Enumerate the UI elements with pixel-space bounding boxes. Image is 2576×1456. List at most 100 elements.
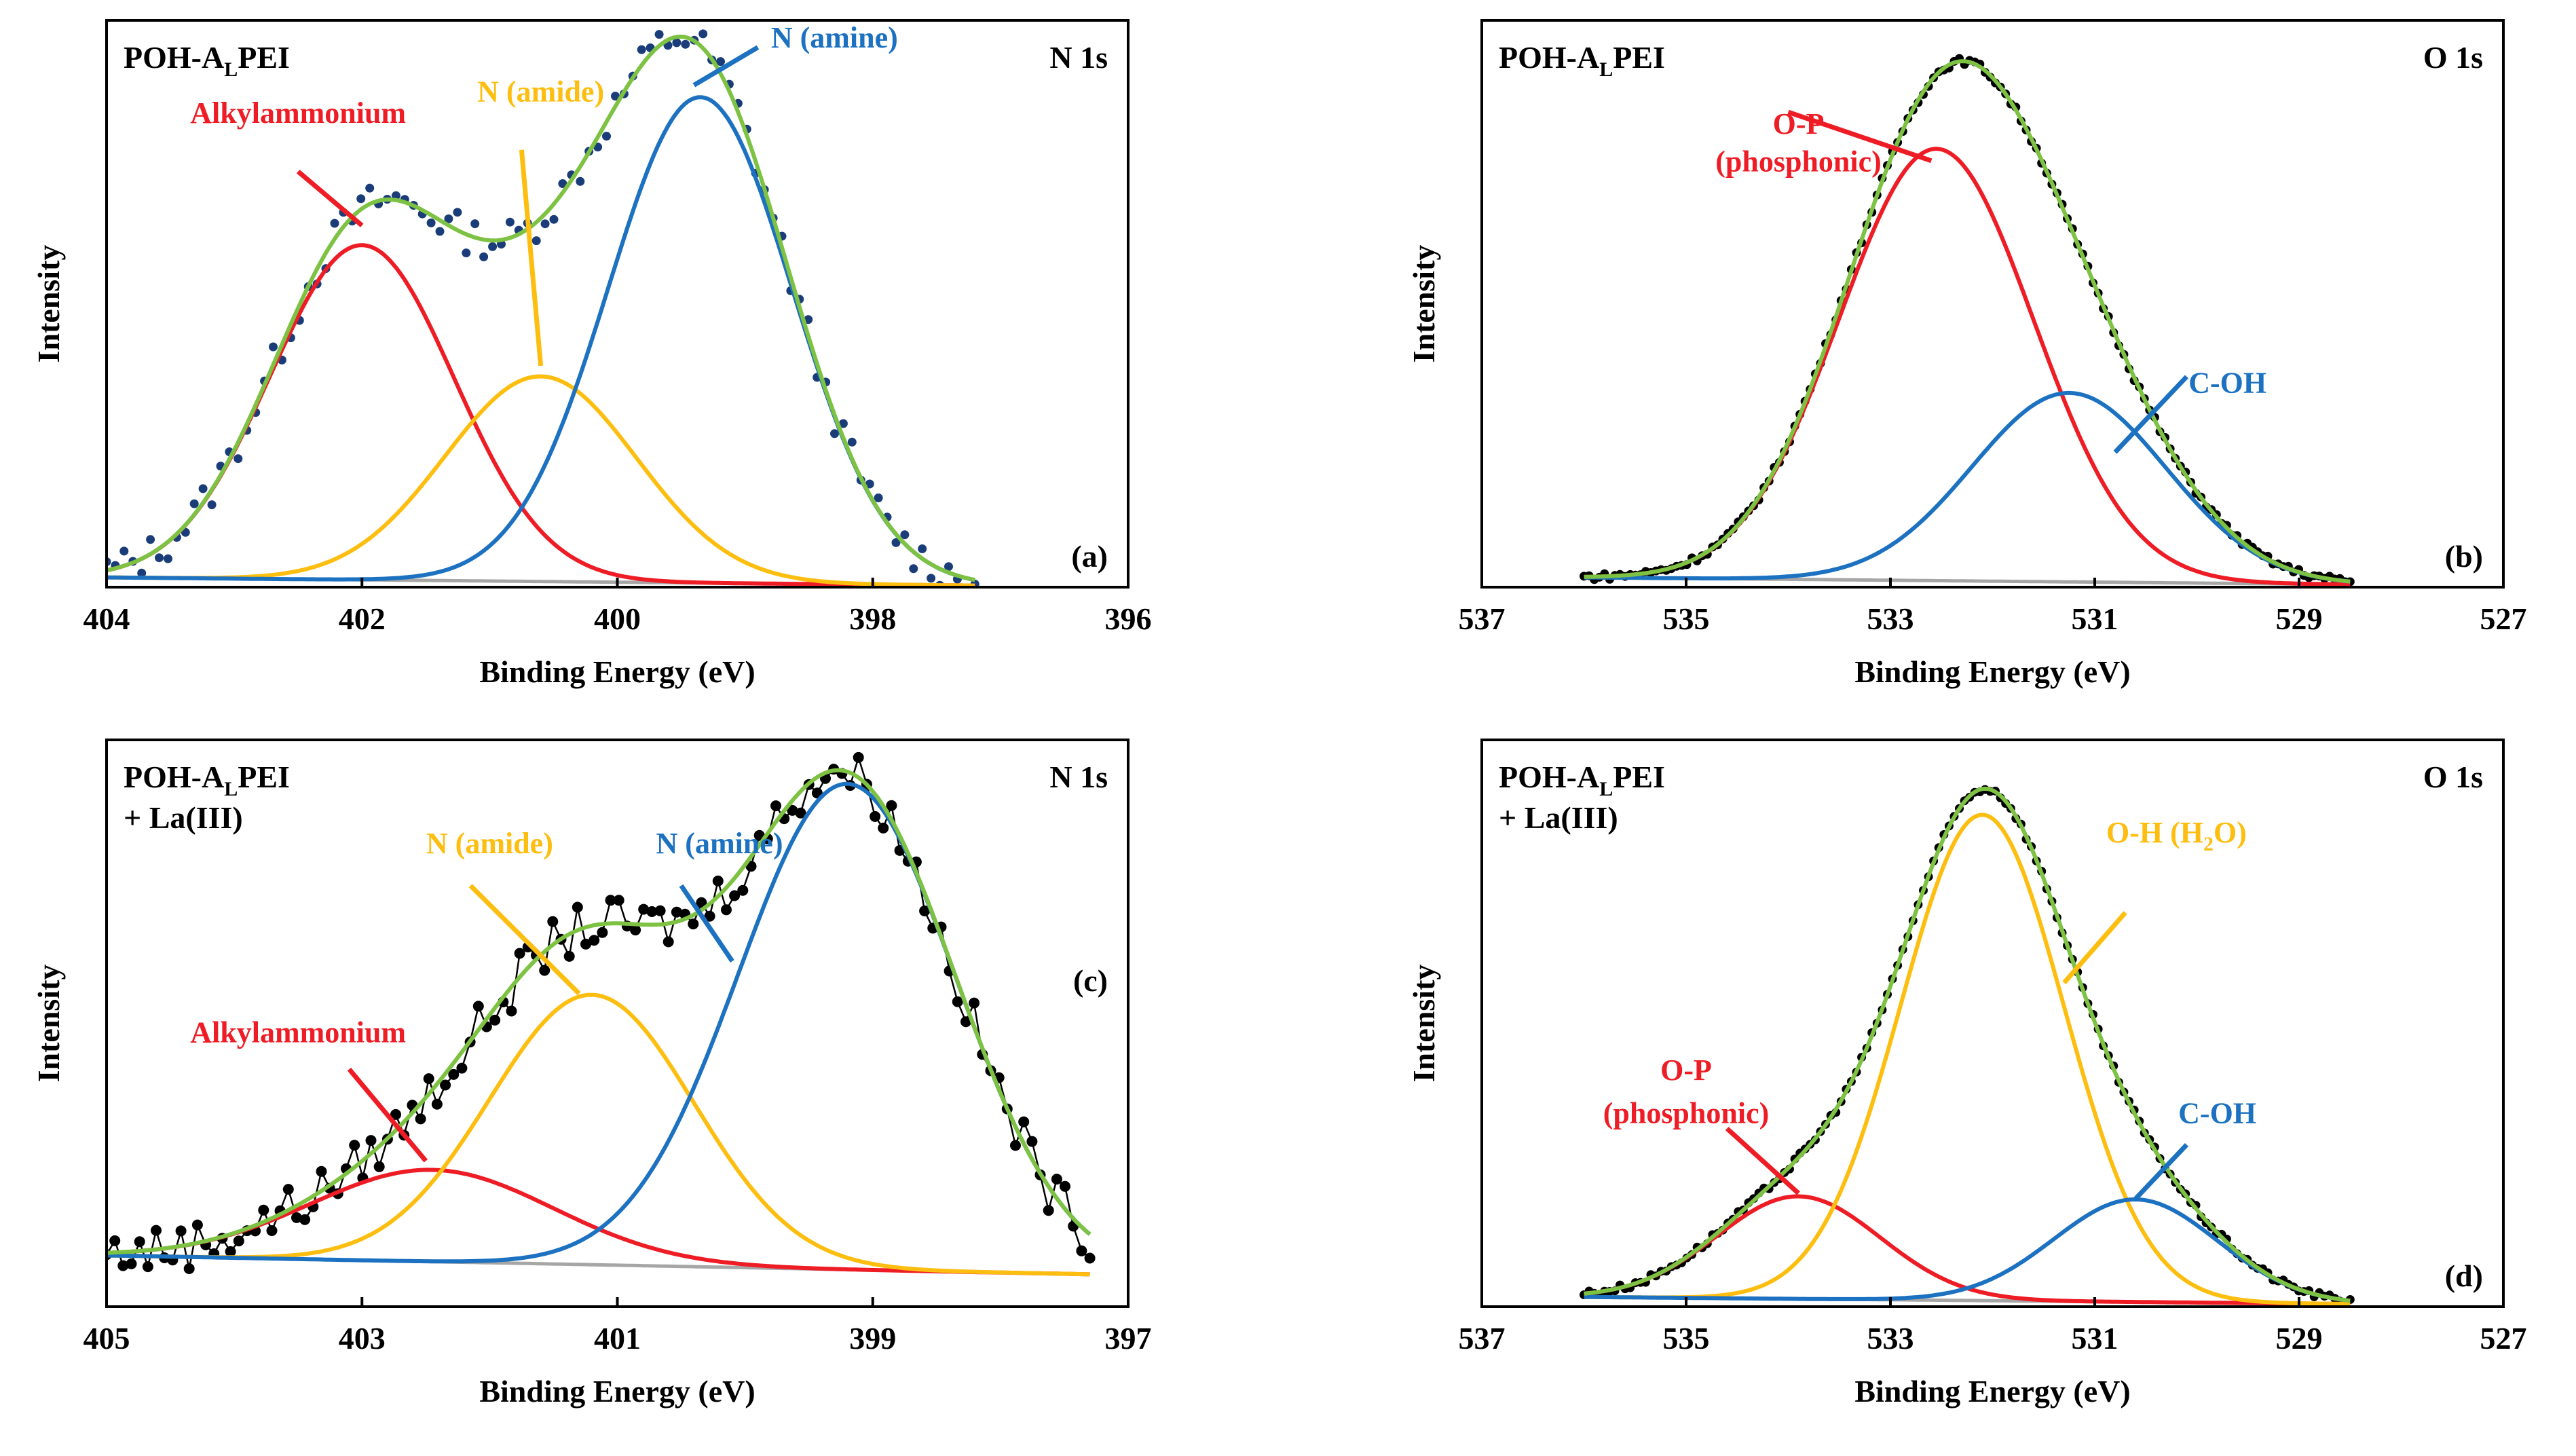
- data-point: [847, 437, 857, 447]
- data-point: [431, 1098, 443, 1110]
- data-point: [426, 218, 436, 227]
- data-point: [119, 546, 129, 556]
- annotation-label: N (amide): [426, 827, 553, 860]
- panel-d: O-P (phosphonic) O-H (H2O) C-OH 537 535 533 531…: [1406, 739, 2527, 1408]
- x-tick-label: 531: [2072, 601, 2118, 636]
- sample-label: POH-ALPEI: [1499, 40, 1665, 81]
- x-axis-label: Binding Energy (eV): [479, 654, 755, 689]
- data-point: [563, 950, 575, 962]
- x-tick-label: 527: [2480, 601, 2527, 636]
- annotation-pointer: [1787, 109, 1933, 164]
- data-point: [795, 807, 806, 819]
- plot-area-d: [1580, 785, 2355, 1307]
- data-point: [1076, 1245, 1087, 1256]
- data-point: [962, 589, 971, 597]
- plot-frame: [1480, 739, 2505, 1308]
- x-tick-label: 404: [83, 601, 130, 636]
- annotation-pointer: [2062, 911, 2127, 985]
- annotation-label: N (amide): [477, 75, 604, 108]
- data-point: [472, 1001, 484, 1012]
- data-point: [175, 1225, 187, 1237]
- data-point: [944, 562, 953, 572]
- x-tick-label: 405: [83, 1321, 130, 1356]
- annotation-label: N (amine): [771, 21, 898, 54]
- annotation-label: Alkylammonium: [190, 96, 406, 130]
- data-point: [547, 916, 559, 927]
- data-point: [1060, 1180, 1070, 1192]
- data-point: [155, 553, 164, 563]
- data-point: [549, 214, 559, 224]
- sample-label: POH-ALPEI: [124, 40, 290, 81]
- data-point: [716, 57, 725, 67]
- panel-c: Alkylammonium N (amide) N (amine) 405 403 401…: [31, 739, 1152, 1408]
- data-point: [506, 1005, 517, 1017]
- x-axis-label: Binding Energy (eV): [1854, 1374, 2130, 1408]
- data-point: [151, 1225, 162, 1236]
- data-point: [489, 1014, 501, 1026]
- data-point: [891, 538, 901, 547]
- data-point: [671, 906, 682, 918]
- annotation-label: O-P: [1660, 1053, 1712, 1087]
- data-point: [646, 906, 658, 917]
- data-point: [704, 910, 715, 922]
- y-axis-label: Intensity: [31, 965, 66, 1083]
- data-point: [580, 938, 591, 950]
- data-point: [146, 535, 155, 544]
- data-point: [787, 804, 798, 816]
- data-point: [134, 1236, 145, 1248]
- annotation-label: (phosphonic): [1715, 145, 1882, 179]
- data-point: [365, 183, 375, 193]
- data-point: [662, 936, 674, 948]
- data-point: [558, 179, 567, 188]
- x-tick-label: 398: [849, 601, 896, 636]
- y-axis-label: Intensity: [31, 245, 66, 363]
- x-tick-label: 396: [1105, 601, 1152, 636]
- data-point: [874, 493, 883, 502]
- data-point: [453, 208, 462, 217]
- panel-label: (a): [1071, 539, 1108, 574]
- data-point: [830, 429, 839, 438]
- data-point: [1026, 1136, 1038, 1147]
- sample-label-line2: + La(III): [1499, 800, 1618, 835]
- panel-label: (d): [2445, 1258, 2483, 1293]
- data-point: [540, 219, 550, 229]
- annotation-label: C-OH: [2178, 1097, 2256, 1130]
- data-point: [198, 484, 208, 493]
- x-tick-label: 533: [1867, 601, 1914, 636]
- x-tick-label: 535: [1663, 601, 1710, 636]
- peak-blue-a: [107, 95, 975, 582]
- data-point: [688, 918, 699, 930]
- raw-data-line-c: [107, 754, 1091, 1270]
- data-point: [299, 1214, 311, 1225]
- data-point: [672, 38, 682, 48]
- x-tick-label: 527: [2480, 1321, 2527, 1356]
- data-point: [878, 822, 889, 834]
- data-point: [456, 1062, 468, 1074]
- data-point: [349, 1140, 360, 1151]
- peak-red-a: [107, 243, 975, 587]
- data-point: [225, 1246, 236, 1257]
- annotation-label: O-H (H2O): [2106, 816, 2247, 855]
- annotation-pointer: [1725, 1126, 1800, 1195]
- data-point: [462, 248, 471, 258]
- annotation-label: C-OH: [2188, 367, 2266, 400]
- region-label: N 1s: [1049, 760, 1108, 794]
- data-point: [638, 903, 650, 915]
- y-axis-label: Intensity: [1406, 965, 1441, 1083]
- annotation-pointer: [519, 149, 544, 367]
- data-point: [637, 45, 646, 54]
- y-axis-label: Intensity: [1406, 245, 1441, 363]
- envelope-d: [1584, 786, 2351, 1303]
- data-point: [597, 927, 608, 938]
- data-point: [927, 574, 936, 583]
- data-point: [390, 1108, 401, 1120]
- panel-label: (c): [1073, 963, 1108, 998]
- plot-frame: [1480, 19, 2505, 589]
- annotation-label: O-P: [1773, 107, 1825, 141]
- data-point: [291, 1212, 302, 1223]
- data-point: [356, 194, 366, 204]
- x-axis-label: Binding Energy (eV): [1854, 654, 2130, 689]
- region-label: O 1s: [2423, 760, 2483, 794]
- data-point: [919, 906, 931, 916]
